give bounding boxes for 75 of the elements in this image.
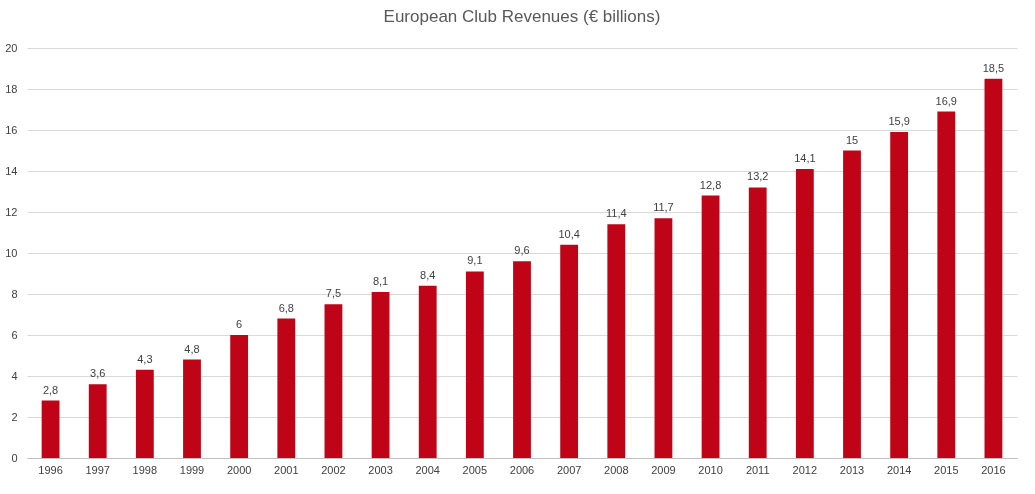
data-label: 12,8 <box>699 178 722 191</box>
y-tick-label: 6 <box>11 328 18 341</box>
data-label: 8,1 <box>372 274 389 287</box>
x-tick-label: 2011 <box>745 463 770 476</box>
x-tick-label: 2004 <box>415 463 440 476</box>
bar <box>324 304 343 458</box>
x-tick-label: 1999 <box>179 463 205 476</box>
data-label: 11,7 <box>653 201 674 214</box>
bar <box>748 187 767 458</box>
x-tick-label: 2003 <box>368 463 393 476</box>
y-tick-label: 10 <box>5 246 18 259</box>
data-label: 7,5 <box>325 287 342 300</box>
x-tick-label: 2014 <box>886 463 912 476</box>
data-label: 4,3 <box>137 352 153 365</box>
x-tick-label: 2009 <box>651 463 676 476</box>
x-tick-label: 2007 <box>556 463 582 476</box>
bar <box>88 384 107 458</box>
bar <box>230 335 249 458</box>
bar <box>371 291 390 458</box>
data-label: 16,9 <box>935 94 957 107</box>
data-label: 15,9 <box>888 115 910 128</box>
data-label: 3,6 <box>90 367 106 380</box>
x-tick-label: 1998 <box>132 463 158 476</box>
y-tick-label: 4 <box>11 369 18 382</box>
x-tick-label: 2001 <box>274 463 299 476</box>
data-label: 6,8 <box>278 301 294 314</box>
y-tick-label: 20 <box>5 41 18 54</box>
y-tick-label: 14 <box>5 164 18 177</box>
y-tick-label: 18 <box>5 82 18 95</box>
chart-title: European Club Revenues (€ billions) <box>383 7 661 26</box>
y-tick-label: 0 <box>11 451 18 464</box>
bar <box>795 168 814 458</box>
data-label: 9,1 <box>467 254 483 267</box>
x-tick-label: 2008 <box>604 463 629 476</box>
x-tick-label: 1997 <box>85 463 110 476</box>
data-label: 11,4 <box>605 207 627 220</box>
x-tick-label: 2000 <box>226 463 252 476</box>
x-tick-label: 2006 <box>509 463 535 476</box>
data-label: 9,6 <box>514 244 530 257</box>
x-tick-label: 2012 <box>792 463 818 476</box>
y-tick-label: 16 <box>5 123 18 136</box>
data-label: 4,8 <box>184 342 200 355</box>
bar <box>843 150 861 458</box>
x-tick-label: 2016 <box>981 463 1006 476</box>
bar <box>701 195 720 458</box>
data-label: 15 <box>845 133 859 146</box>
data-label: 10,4 <box>558 227 580 240</box>
bar <box>560 244 579 458</box>
x-tick-label: 1996 <box>38 463 63 476</box>
bar <box>984 78 1003 458</box>
bar <box>654 218 673 458</box>
bar <box>465 271 484 458</box>
bar <box>418 285 437 458</box>
data-label: 8,4 <box>420 268 436 281</box>
bar <box>135 369 154 458</box>
data-label: 18,5 <box>982 61 1005 74</box>
bar <box>937 111 956 458</box>
bar <box>41 400 60 458</box>
y-tick-label: 8 <box>11 287 18 300</box>
bar <box>513 261 531 458</box>
data-label: 6 <box>236 318 243 330</box>
bar <box>183 359 201 458</box>
x-tick-label: 2010 <box>698 463 723 476</box>
y-tick-label: 12 <box>5 205 18 218</box>
x-tick-label: 2013 <box>839 463 865 476</box>
bar <box>607 224 626 458</box>
x-tick-label: 2015 <box>934 463 959 476</box>
x-tick-label: 2005 <box>462 463 488 476</box>
bar <box>890 132 909 458</box>
data-label: 2,8 <box>42 383 59 396</box>
x-tick-label: 2002 <box>321 463 346 476</box>
data-label: 13,2 <box>747 170 769 183</box>
data-label: 14,1 <box>794 151 816 164</box>
y-tick-label: 2 <box>11 410 18 423</box>
bar <box>277 318 296 458</box>
